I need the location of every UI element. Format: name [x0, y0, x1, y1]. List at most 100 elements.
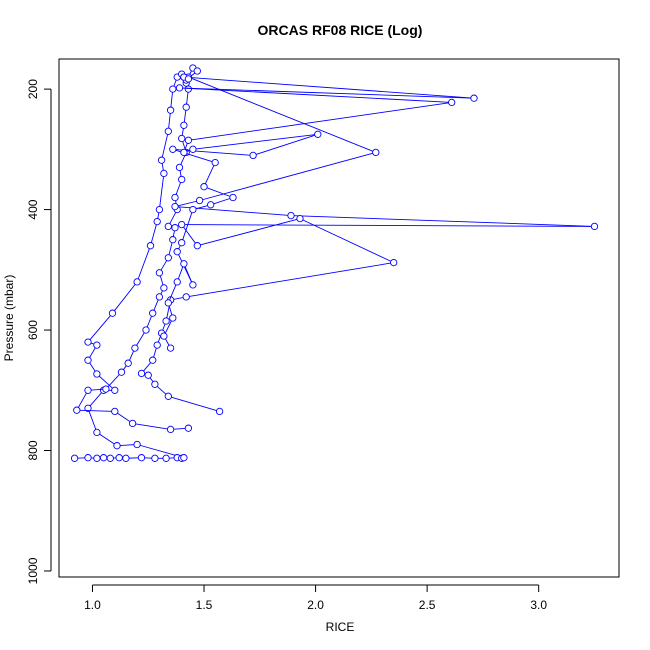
x-tick-label: 2.0 [307, 598, 324, 612]
data-point [175, 163, 184, 172]
data-point [124, 359, 132, 367]
series-segment [192, 133, 318, 150]
series-segment [112, 281, 138, 314]
data-point [180, 121, 188, 129]
series-segment [188, 76, 376, 153]
data-point [164, 127, 172, 135]
x-tick-label: 3.0 [530, 598, 547, 612]
series-layer [70, 64, 599, 462]
data-point [149, 356, 157, 364]
data-point [108, 309, 117, 317]
series-segment [167, 281, 178, 304]
series-segment [179, 87, 452, 103]
data-point [200, 183, 208, 191]
data-point [184, 85, 193, 93]
data-point [171, 202, 179, 211]
data-point [157, 156, 166, 164]
data-point [155, 293, 164, 301]
data-point [182, 103, 190, 111]
series-segment [290, 215, 595, 227]
data-point [178, 239, 186, 247]
data-point [166, 106, 175, 114]
data-point [111, 386, 119, 394]
data-point [162, 317, 170, 325]
data-point [211, 158, 219, 167]
series-segment [76, 409, 115, 412]
series-segment [203, 186, 234, 198]
y-axis-label: Pressure (mbar) [2, 275, 16, 362]
data-point [166, 425, 175, 434]
series-segment [203, 162, 216, 187]
series-segment [161, 131, 169, 161]
series-segment [87, 408, 98, 433]
series-segment [188, 101, 452, 141]
data-point [151, 454, 159, 462]
data-point [180, 454, 188, 462]
y-tick-label: 400 [26, 199, 40, 219]
data-point [84, 338, 92, 346]
data-point [70, 454, 79, 462]
series-segment [252, 133, 318, 156]
data-point [113, 442, 121, 450]
data-point [390, 258, 398, 267]
series-segment [176, 251, 194, 286]
series-segment [174, 200, 200, 208]
data-point [169, 314, 177, 322]
series-segment [96, 373, 116, 391]
data-point [133, 440, 141, 449]
data-point [160, 169, 168, 178]
data-point [84, 404, 92, 412]
data-point [93, 454, 101, 462]
data-point [111, 407, 119, 416]
data-point [160, 332, 168, 340]
data-point [189, 145, 197, 153]
plot-frame [58, 58, 620, 578]
series-segment [186, 262, 394, 298]
data-point [178, 220, 186, 229]
data-point [229, 193, 237, 202]
data-point [164, 392, 172, 400]
data-point [215, 407, 224, 416]
series-segment [87, 312, 113, 343]
y-tick-label: 800 [26, 440, 40, 460]
data-point [184, 136, 193, 144]
x-tick-label: 2.5 [419, 598, 436, 612]
data-point [590, 222, 599, 231]
series-segment [181, 224, 595, 227]
data-point [160, 284, 168, 292]
series-segment [76, 390, 89, 411]
data-point [149, 309, 157, 317]
series-2 [137, 64, 599, 416]
data-point [155, 269, 164, 277]
series-segment [299, 218, 394, 264]
y-tick-label: 200 [26, 79, 40, 99]
data-point [173, 278, 181, 286]
data-point [137, 454, 146, 462]
series-segment [96, 432, 118, 447]
series-segment [210, 197, 234, 206]
data-point [146, 242, 155, 250]
data-point [99, 454, 108, 462]
data-point [162, 454, 170, 462]
data-point [448, 98, 456, 107]
data-point [106, 454, 114, 462]
data-point [180, 148, 188, 157]
series-0 [70, 70, 188, 462]
data-point [189, 205, 197, 214]
series-segment [132, 422, 171, 430]
data-point [153, 341, 161, 349]
data-point [287, 211, 295, 220]
data-point [184, 75, 193, 83]
series-3 [160, 73, 478, 352]
x-axis-label: RICE [326, 620, 355, 634]
data-point [207, 201, 215, 209]
data-point [169, 145, 177, 153]
y-tick-label: 1000 [26, 557, 40, 584]
data-point [249, 151, 257, 160]
series-segment [172, 148, 216, 164]
data-point [133, 278, 141, 286]
data-point [193, 67, 201, 75]
series-segment [183, 76, 475, 99]
series-segment [168, 395, 220, 412]
